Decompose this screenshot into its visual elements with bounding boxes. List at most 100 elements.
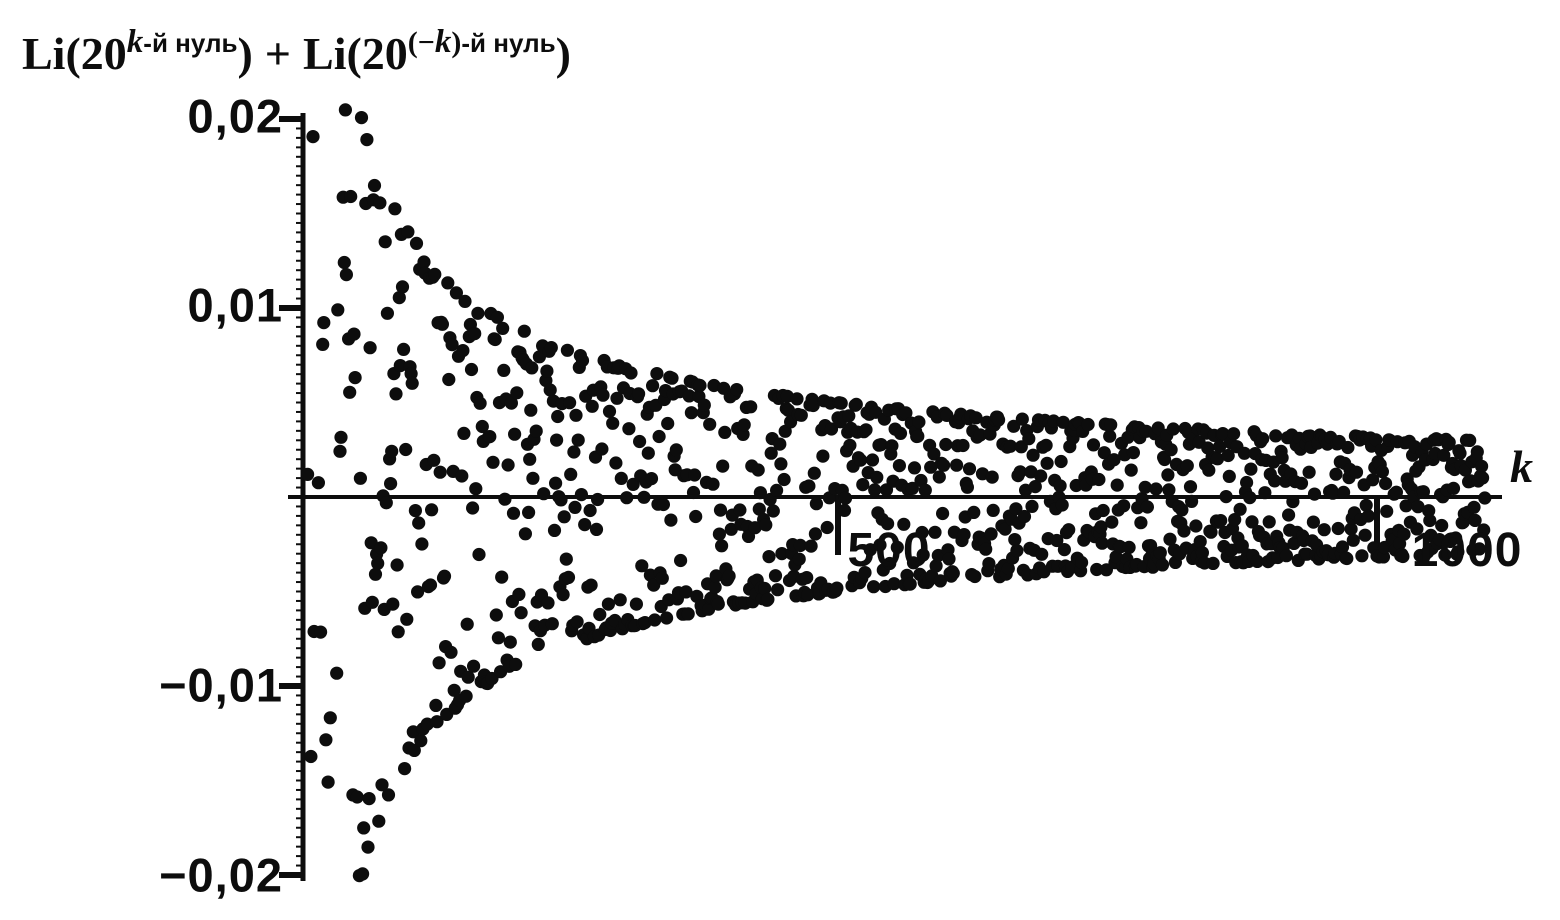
data-point	[323, 711, 337, 725]
data-point	[792, 552, 806, 566]
data-point	[1140, 500, 1154, 514]
data-point	[1369, 433, 1383, 447]
data-point	[556, 588, 570, 602]
data-point	[946, 566, 960, 580]
data-point	[385, 444, 399, 458]
data-point	[1337, 485, 1351, 499]
title-li-2: Li(20	[303, 28, 408, 79]
data-point	[557, 510, 571, 524]
data-point	[606, 416, 620, 430]
data-point	[973, 428, 987, 442]
data-point	[554, 493, 568, 507]
data-point	[457, 426, 471, 440]
data-point	[924, 460, 938, 474]
data-point	[1054, 454, 1068, 469]
data-point	[969, 411, 983, 425]
data-point	[522, 505, 536, 519]
data-point	[820, 520, 834, 535]
data-point	[455, 469, 469, 483]
data-point	[985, 470, 999, 484]
data-point	[1095, 536, 1109, 550]
data-point	[338, 103, 352, 117]
data-point	[1075, 555, 1089, 570]
data-point	[365, 595, 379, 609]
data-point	[998, 522, 1012, 536]
data-point	[1109, 550, 1123, 564]
data-point	[417, 255, 431, 269]
data-point	[899, 406, 913, 420]
data-point	[715, 539, 729, 553]
data-point	[624, 366, 638, 380]
data-point	[713, 503, 728, 517]
y-tick-label-0p02: 0,02	[187, 89, 283, 143]
data-point	[837, 503, 852, 517]
data-point	[633, 434, 647, 449]
data-point	[512, 587, 526, 602]
data-point	[968, 569, 982, 584]
data-point	[504, 396, 518, 410]
data-point	[578, 518, 592, 532]
data-point	[368, 567, 383, 581]
data-point	[763, 492, 777, 507]
data-point	[574, 488, 589, 502]
data-point	[433, 465, 447, 479]
data-point	[568, 500, 582, 514]
data-point	[1302, 465, 1316, 479]
data-point	[1210, 452, 1225, 466]
data-point	[1228, 513, 1242, 527]
data-point	[905, 481, 920, 495]
data-point	[1195, 546, 1209, 560]
data-point	[759, 518, 773, 532]
data-point	[1244, 462, 1258, 476]
data-point	[330, 666, 344, 680]
data-point	[1435, 518, 1449, 533]
data-point	[626, 477, 640, 491]
y-tick-label-0p01: 0,01	[187, 278, 283, 332]
data-point	[1105, 515, 1119, 529]
data-point	[347, 327, 361, 341]
data-point	[393, 359, 407, 373]
data-point	[1204, 525, 1218, 539]
data-point	[1202, 463, 1216, 477]
data-point	[1422, 504, 1436, 518]
data-point	[544, 341, 558, 355]
data-point	[939, 437, 953, 452]
data-point	[602, 404, 617, 418]
data-point	[317, 316, 331, 330]
data-point	[362, 792, 376, 806]
data-point	[650, 367, 664, 381]
data-point	[447, 683, 461, 697]
x-tick-label-500: 500	[847, 524, 931, 577]
data-point	[718, 425, 732, 439]
y-tick-label-m0p02: −0,02	[159, 848, 283, 902]
title-exponent-1: k-й нуль	[127, 11, 238, 62]
data-point	[979, 542, 993, 556]
data-point	[722, 569, 736, 583]
data-point	[859, 423, 873, 437]
data-point	[468, 327, 482, 341]
data-point	[400, 612, 414, 626]
data-point	[509, 657, 523, 672]
data-point	[469, 482, 483, 496]
data-point	[415, 537, 429, 551]
data-point	[1107, 453, 1121, 467]
data-point	[773, 437, 787, 451]
data-point	[664, 513, 678, 527]
data-point	[1117, 499, 1131, 513]
data-point	[1449, 531, 1463, 545]
data-point	[681, 607, 695, 621]
data-point	[912, 415, 926, 429]
data-point	[1380, 504, 1394, 518]
data-point	[1245, 515, 1259, 529]
data-point	[682, 389, 696, 403]
data-point	[730, 383, 744, 397]
data-point	[1438, 548, 1452, 562]
data-point	[1335, 540, 1350, 554]
data-point	[571, 433, 585, 447]
data-point	[361, 840, 375, 854]
data-point	[1340, 551, 1354, 566]
data-point	[956, 438, 970, 453]
data-point	[560, 343, 575, 357]
data-point	[475, 419, 489, 434]
